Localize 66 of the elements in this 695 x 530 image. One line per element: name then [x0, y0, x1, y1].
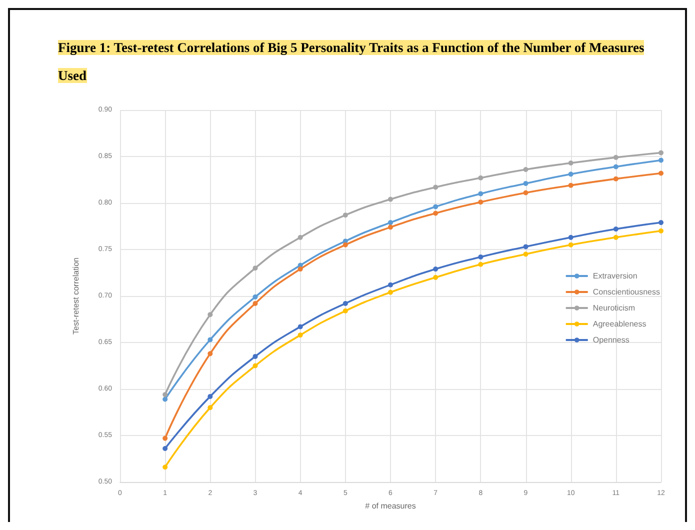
point [208, 394, 213, 399]
point [523, 180, 528, 186]
point [388, 196, 393, 202]
point [208, 312, 213, 318]
point [162, 464, 168, 470]
point [658, 150, 664, 156]
legend-label: Openness [592, 336, 630, 344]
point [252, 266, 258, 271]
point [342, 308, 348, 314]
point [433, 204, 438, 210]
point [523, 167, 528, 172]
point [478, 191, 484, 196]
point [342, 212, 348, 218]
point [613, 176, 618, 182]
point [523, 252, 528, 257]
chart-title: Figure 1: Test-retest Correlations of Big 5 Personality Traits as a Function of the Number of Measures Used [58, 40, 644, 83]
point [388, 282, 393, 288]
point [342, 242, 348, 248]
point [658, 220, 664, 226]
point [433, 274, 438, 280]
point [478, 254, 484, 260]
point [388, 224, 393, 230]
point [208, 405, 213, 410]
point [478, 200, 484, 205]
point [298, 332, 303, 338]
point [568, 242, 574, 248]
point [658, 170, 664, 176]
point [252, 294, 258, 300]
point [298, 234, 303, 240]
point [433, 266, 438, 272]
point [523, 190, 528, 196]
point [478, 262, 484, 267]
legend-label: Conscientiousness [592, 288, 660, 296]
point [613, 154, 618, 160]
point [388, 220, 393, 226]
point [162, 392, 168, 398]
point [298, 324, 303, 330]
point [568, 234, 574, 240]
point [568, 172, 574, 177]
point [208, 337, 213, 342]
x-axis-title: # of measures [365, 501, 416, 510]
point [658, 228, 664, 234]
legend-label: Agreeableness [592, 320, 646, 328]
point [208, 351, 213, 356]
y-axis-title: Test-retest correlation [72, 258, 80, 334]
point [613, 226, 618, 232]
point [433, 210, 438, 216]
point [298, 266, 303, 272]
point [162, 446, 168, 452]
legend-label: Extraversion [592, 272, 638, 280]
point [342, 300, 348, 306]
point [388, 290, 393, 295]
point [613, 234, 618, 240]
point [523, 244, 528, 250]
point [162, 396, 168, 402]
point [252, 363, 258, 368]
point [252, 354, 258, 359]
point [568, 182, 574, 188]
point [433, 184, 438, 190]
point [568, 160, 574, 166]
legend-label: Neuroticism [592, 304, 636, 312]
point [613, 164, 618, 170]
point [658, 158, 664, 163]
point [252, 300, 258, 306]
point [478, 175, 484, 180]
point [162, 436, 168, 441]
